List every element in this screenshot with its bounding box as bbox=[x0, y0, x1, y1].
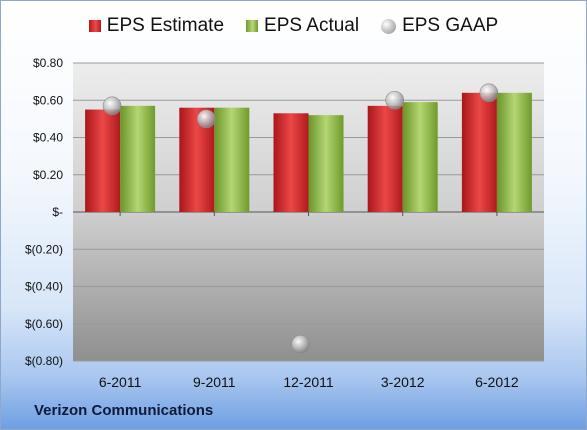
y-tick-label: $0.20 bbox=[33, 168, 63, 182]
bar-eps-estimate bbox=[461, 92, 497, 212]
actual-swatch bbox=[246, 20, 259, 32]
bar-eps-actual bbox=[402, 102, 438, 212]
legend-item-estimate: EPS Estimate bbox=[88, 15, 225, 37]
y-tick-label: $(0.20) bbox=[25, 242, 63, 256]
company-name: Verizon Communications bbox=[34, 402, 214, 419]
x-tick-label: 6-2012 bbox=[475, 374, 519, 390]
estimate-swatch bbox=[88, 20, 101, 32]
bar-eps-actual bbox=[214, 107, 250, 212]
point-eps-gaap bbox=[102, 96, 122, 116]
y-tick-label: $- bbox=[52, 205, 63, 219]
legend-item-actual: EPS Actual bbox=[246, 15, 359, 37]
gaap-swatch bbox=[381, 18, 397, 34]
x-tick-label: 12-2011 bbox=[283, 374, 334, 390]
bar-eps-estimate bbox=[273, 113, 309, 212]
bar-eps-actual bbox=[120, 105, 156, 212]
bar-eps-actual bbox=[496, 92, 532, 212]
x-tick-label: 6-2011 bbox=[99, 374, 142, 390]
point-eps-gaap bbox=[479, 83, 499, 103]
legend-label-actual: EPS Actual bbox=[264, 15, 360, 36]
y-tick-label: $0.80 bbox=[33, 56, 63, 70]
y-tick-label: $(0.60) bbox=[25, 317, 63, 331]
y-tick-label: $(0.40) bbox=[25, 280, 63, 294]
x-tick-label: 3-2012 bbox=[381, 374, 425, 390]
point-eps-gaap bbox=[197, 109, 216, 129]
legend-item-gaap: EPS GAAP bbox=[381, 15, 498, 37]
point-eps-gaap bbox=[291, 334, 310, 354]
bar-eps-actual bbox=[308, 115, 344, 212]
y-tick-label: $(0.80) bbox=[25, 354, 63, 368]
point-eps-gaap bbox=[385, 90, 405, 110]
y-tick-label: $0.60 bbox=[33, 93, 63, 107]
bar-eps-estimate bbox=[85, 109, 121, 212]
legend-label-estimate: EPS Estimate bbox=[106, 15, 225, 36]
legend-label-gaap: EPS GAAP bbox=[402, 15, 499, 36]
bar-eps-estimate bbox=[367, 105, 403, 212]
legend: EPS Estimate EPS Actual EPS GAAP bbox=[1, 15, 586, 37]
y-tick-label: $0.40 bbox=[33, 131, 63, 145]
x-tick-label: 9-2011 bbox=[193, 374, 236, 390]
